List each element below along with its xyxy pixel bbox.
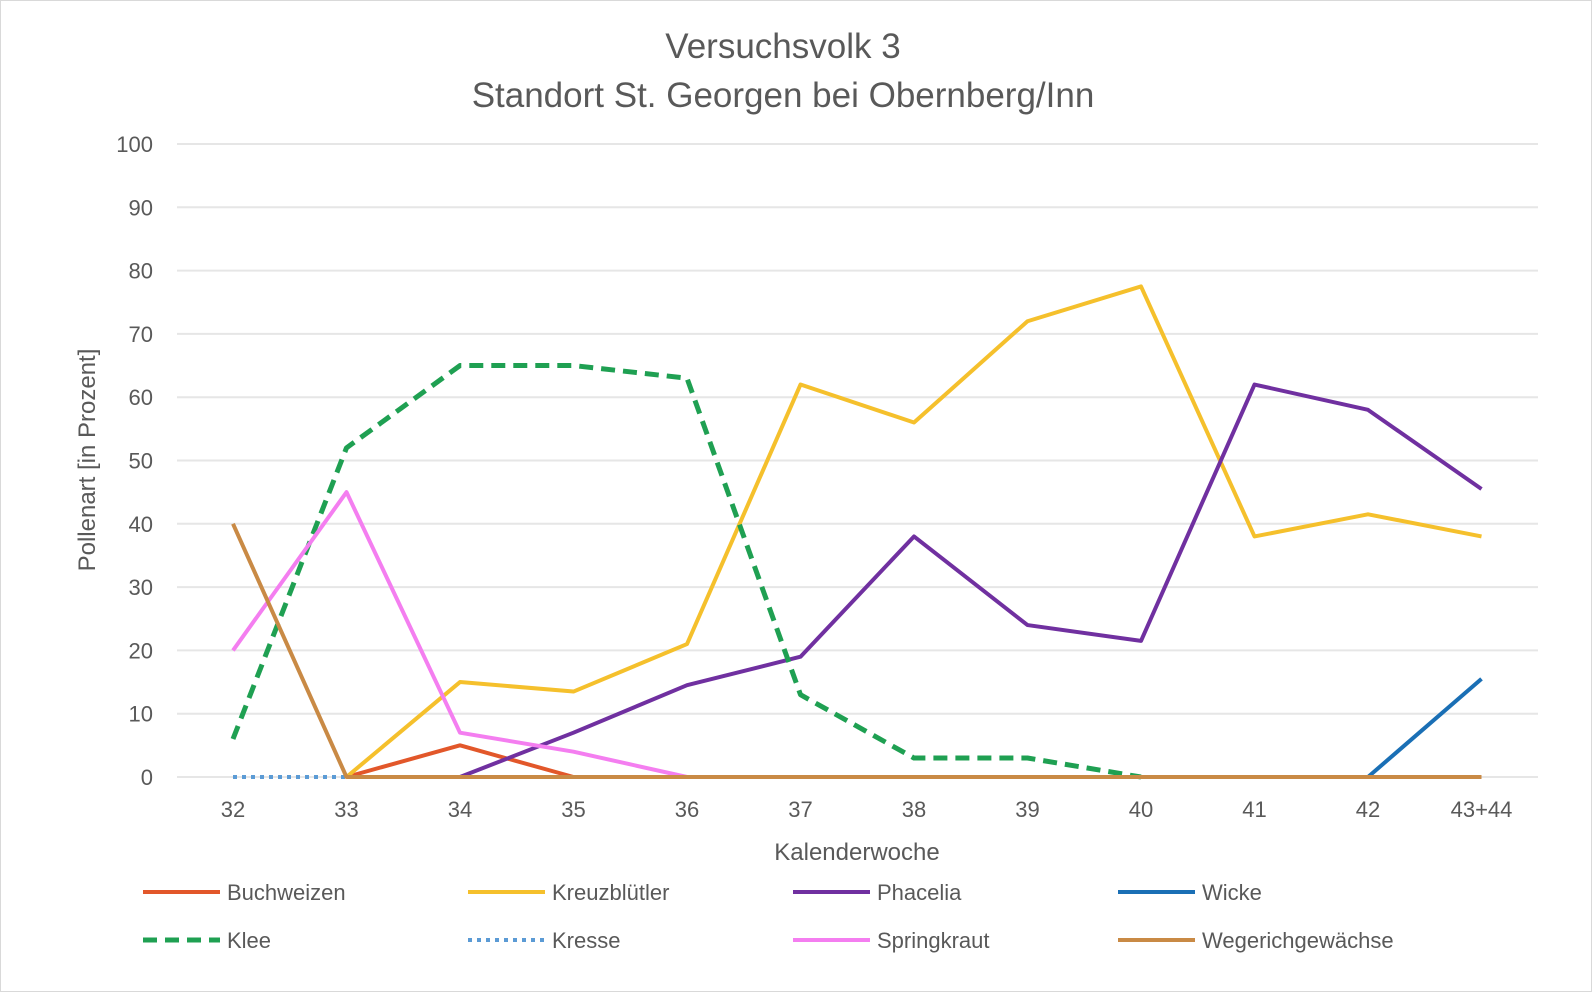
x-axis-title: Kalenderwoche bbox=[774, 839, 939, 866]
y-tick-label: 70 bbox=[129, 322, 153, 347]
x-tick-label: 42 bbox=[1356, 797, 1380, 822]
y-tick-label: 60 bbox=[129, 385, 153, 410]
y-tick-label: 80 bbox=[129, 259, 153, 284]
x-tick-label: 40 bbox=[1129, 797, 1153, 822]
x-tick-label: 32 bbox=[221, 797, 245, 822]
y-tick-label: 30 bbox=[129, 575, 153, 600]
legend: Buchweizen Kreuzblütler Phacelia Wicke Klee K… bbox=[143, 880, 1394, 953]
series-line-wicke bbox=[1366, 677, 1483, 779]
x-tick-label: 34 bbox=[448, 797, 472, 822]
legend-label-phacelia: Phacelia bbox=[877, 880, 962, 905]
series-line-wegerichgew-chse bbox=[231, 522, 1482, 779]
legend-label-springkraut: Springkraut bbox=[877, 928, 990, 953]
legend-label-wegerichgew-chse: Wegerichgewächse bbox=[1202, 928, 1394, 953]
x-tick-label: 37 bbox=[788, 797, 812, 822]
x-tick-label: 35 bbox=[561, 797, 585, 822]
x-tick-label: 33 bbox=[334, 797, 358, 822]
x-tick-label: 41 bbox=[1242, 797, 1266, 822]
legend-label-klee: Klee bbox=[227, 928, 271, 953]
series-line-kreuzbl-tler bbox=[345, 284, 1482, 779]
legend-label-wicke: Wicke bbox=[1202, 880, 1262, 905]
chart-title-line-1: Versuchsvolk 3 bbox=[665, 27, 900, 66]
y-tick-label: 50 bbox=[129, 449, 153, 474]
y-tick-label: 0 bbox=[141, 765, 153, 790]
y-tick-label: 40 bbox=[129, 512, 153, 537]
y-tick-label: 10 bbox=[129, 702, 153, 727]
legend-label-kreuzbl-tler: Kreuzblütler bbox=[552, 880, 669, 905]
x-tick-label: 36 bbox=[675, 797, 699, 822]
y-tick-label: 20 bbox=[129, 638, 153, 663]
y-tick-label: 100 bbox=[116, 132, 153, 157]
series-line-springkraut bbox=[231, 490, 688, 779]
x-tick-label: 43+44 bbox=[1451, 797, 1513, 822]
legend-label-kresse: Kresse bbox=[552, 928, 620, 953]
x-tick-label: 39 bbox=[1015, 797, 1039, 822]
y-tick-label: 90 bbox=[129, 195, 153, 220]
chart-title-line-2: Standort St. Georgen bei Obernberg/Inn bbox=[472, 76, 1095, 115]
legend-label-buchweizen: Buchweizen bbox=[227, 880, 346, 905]
series-line-phacelia bbox=[459, 382, 1483, 779]
series-line-klee bbox=[230, 363, 1142, 780]
x-tick-label: 38 bbox=[902, 797, 926, 822]
y-axis-title: Pollenart [in Prozent] bbox=[74, 349, 101, 572]
series-line-buchweizen bbox=[345, 743, 1482, 779]
